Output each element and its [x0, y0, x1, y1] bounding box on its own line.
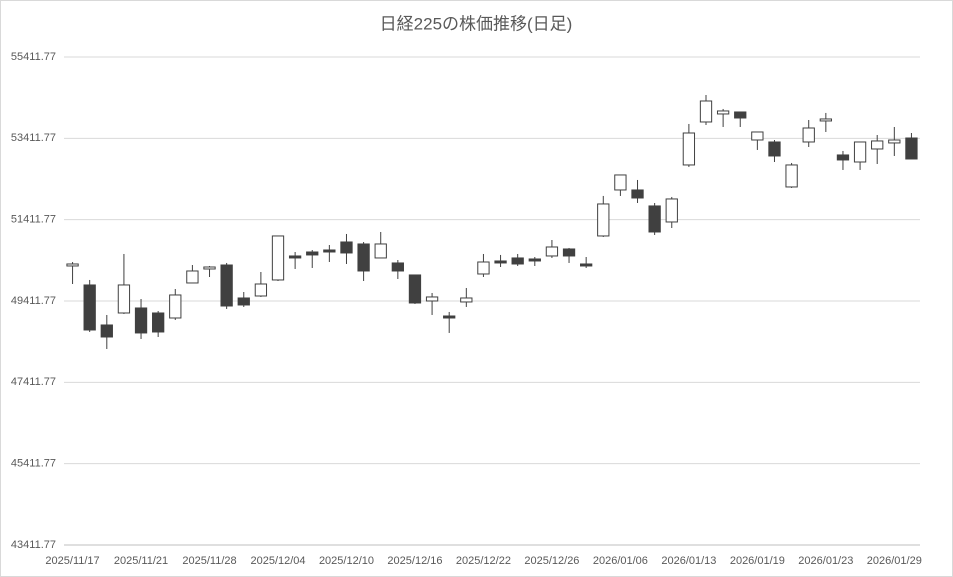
- x-tick-label: 2026/01/29: [867, 555, 922, 567]
- candle-body: [785, 164, 798, 188]
- candle-body: [597, 203, 610, 237]
- candle-body: [580, 263, 593, 267]
- candle-body: [768, 141, 781, 157]
- candle-body: [357, 243, 370, 272]
- candle-body: [682, 132, 696, 166]
- candle-body: [220, 264, 233, 307]
- x-tick-label: 2026/01/19: [730, 555, 785, 567]
- candle-body: [888, 139, 901, 144]
- candle-body: [340, 241, 353, 254]
- candle-body: [169, 294, 182, 319]
- y-tick-label: 45411.77: [11, 458, 56, 470]
- x-tick-label: 2025/11/21: [114, 555, 168, 567]
- y-tick-label: 47411.77: [11, 376, 56, 388]
- candle-body: [871, 140, 884, 150]
- candle-body: [511, 257, 524, 265]
- candle-body: [528, 258, 541, 262]
- candle-body: [443, 315, 456, 319]
- candle-body: [905, 137, 918, 160]
- y-tick-label: 43411.77: [11, 539, 56, 551]
- x-tick-label: 2026/01/06: [593, 555, 648, 567]
- candle-body: [734, 111, 747, 119]
- candle-body: [631, 189, 644, 199]
- x-tick-label: 2026/01/23: [798, 555, 853, 567]
- y-tick-label: 49411.77: [11, 295, 56, 307]
- x-tick-label: 2025/12/26: [524, 555, 579, 567]
- candle-body: [186, 270, 199, 284]
- candle-body: [477, 261, 490, 275]
- candle-body: [237, 297, 250, 306]
- candle-body: [425, 296, 439, 302]
- x-tick-label: 2025/12/10: [319, 555, 374, 567]
- x-tick-label: 2025/12/22: [456, 555, 511, 567]
- candle-body: [323, 249, 336, 253]
- candle-body: [117, 284, 131, 314]
- candle-body: [288, 255, 302, 259]
- candle-body: [306, 251, 319, 256]
- candle-body: [460, 297, 473, 303]
- candle-body: [494, 260, 507, 264]
- candle-body: [100, 324, 113, 338]
- candle-body: [648, 205, 661, 233]
- y-tick-label: 51411.77: [11, 214, 56, 226]
- y-tick-label: 53411.77: [11, 132, 56, 144]
- candle-body: [134, 307, 148, 334]
- y-tick-label: 55411.77: [11, 51, 56, 63]
- candle-body: [562, 248, 576, 257]
- candle-body: [699, 100, 713, 123]
- candle-body: [802, 127, 815, 143]
- candle-body: [83, 284, 96, 331]
- candle-body: [254, 283, 268, 297]
- candle-body: [408, 274, 422, 304]
- candle-body: [203, 266, 216, 270]
- candle-body: [836, 154, 850, 161]
- x-tick-label: 2025/11/17: [45, 555, 99, 567]
- candle-body: [819, 118, 832, 122]
- x-tick-label: 2026/01/13: [661, 555, 716, 567]
- candle-body: [374, 243, 387, 259]
- candle-body: [716, 110, 730, 115]
- chart-title: 日経225の株価推移(日足): [380, 14, 573, 33]
- candle-body: [66, 263, 79, 267]
- candle-body: [271, 235, 285, 281]
- x-tick-label: 2025/11/28: [182, 555, 236, 567]
- candle-body: [614, 174, 627, 191]
- x-tick-label: 2025/12/04: [250, 555, 305, 567]
- candle-body: [853, 141, 867, 163]
- candle-body: [391, 262, 404, 272]
- candle-body: [751, 131, 764, 141]
- x-tick-label: 2025/12/16: [387, 555, 442, 567]
- candle-body: [665, 198, 678, 223]
- candle-body: [152, 312, 165, 333]
- candle-body: [545, 246, 559, 257]
